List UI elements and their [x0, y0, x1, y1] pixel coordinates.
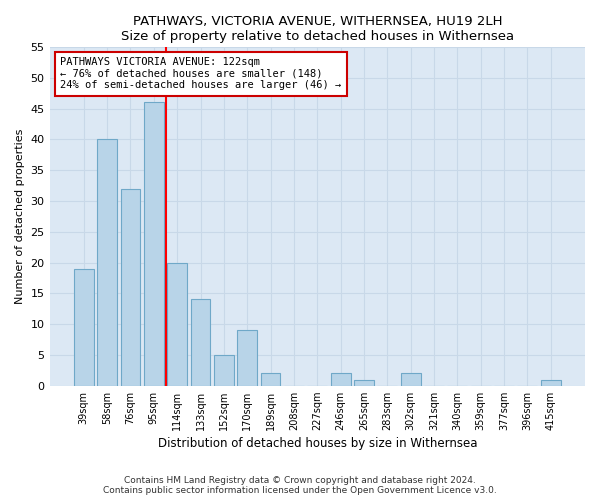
Bar: [97, 140, 117, 386]
Bar: [121, 188, 140, 386]
Title: PATHWAYS, VICTORIA AVENUE, WITHERNSEA, HU19 2LH
Size of property relative to det: PATHWAYS, VICTORIA AVENUE, WITHERNSEA, H…: [121, 15, 514, 43]
Text: Contains HM Land Registry data © Crown copyright and database right 2024.
Contai: Contains HM Land Registry data © Crown c…: [103, 476, 497, 495]
Y-axis label: Number of detached properties: Number of detached properties: [15, 128, 25, 304]
Bar: [74, 268, 94, 386]
Bar: [401, 374, 421, 386]
Bar: [167, 262, 187, 386]
Bar: [238, 330, 257, 386]
Bar: [331, 374, 350, 386]
X-axis label: Distribution of detached houses by size in Withernsea: Distribution of detached houses by size …: [158, 437, 477, 450]
Bar: [144, 102, 164, 386]
Bar: [260, 374, 280, 386]
Text: PATHWAYS VICTORIA AVENUE: 122sqm
← 76% of detached houses are smaller (148)
24% : PATHWAYS VICTORIA AVENUE: 122sqm ← 76% o…: [60, 57, 341, 90]
Bar: [214, 355, 234, 386]
Bar: [354, 380, 374, 386]
Bar: [541, 380, 560, 386]
Bar: [191, 300, 211, 386]
